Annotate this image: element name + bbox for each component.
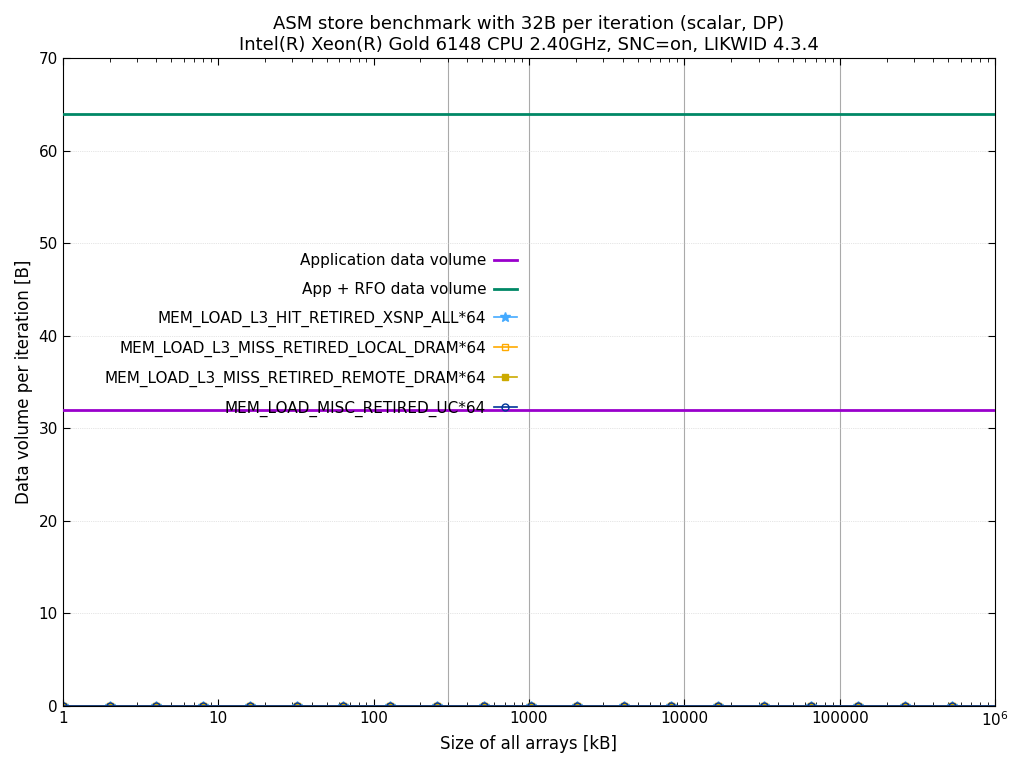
Title: ASM store benchmark with 32B per iteration (scalar, DP)
Intel(R) Xeon(R) Gold 61: ASM store benchmark with 32B per iterati…: [239, 15, 819, 54]
Y-axis label: Data volume per iteration [B]: Data volume per iteration [B]: [15, 260, 33, 505]
Legend: Application data volume, App + RFO data volume, MEM_LOAD_L3_HIT_RETIRED_XSNP_ALL: Application data volume, App + RFO data …: [98, 247, 523, 423]
X-axis label: Size of all arrays [kB]: Size of all arrays [kB]: [440, 735, 617, 753]
